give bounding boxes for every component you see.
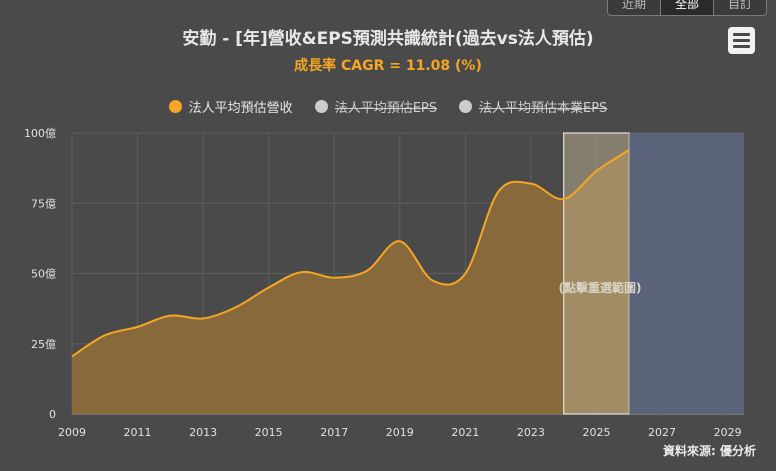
chart-legend: 法人平均預估營收 法人平均預估EPS 法人平均預估本業EPS	[0, 97, 776, 116]
legend-item-revenue[interactable]: 法人平均預估營收	[168, 97, 293, 116]
x-tick-label: 2011	[124, 426, 152, 439]
tab-custom[interactable]: 自訂	[727, 0, 752, 11]
legend-dot-icon	[168, 100, 182, 113]
x-tick-label: 2009	[58, 426, 86, 439]
legend-item-eps[interactable]: 法人平均預估EPS	[314, 97, 437, 116]
forecast-band	[563, 132, 630, 415]
series-area	[72, 149, 630, 415]
x-tick-label: 2025	[582, 426, 610, 439]
chart-title: 安勤 - [年]營收&EPS預測共識統計(過去vs法人預估)	[182, 29, 594, 49]
tab-recent[interactable]: 近期	[608, 0, 661, 15]
x-tick-label: 2027	[648, 426, 676, 439]
series-line	[71, 149, 630, 358]
x-tick-label: 2017	[320, 426, 348, 439]
range-tabs: 近期 全部 自訂	[607, 0, 767, 16]
tab-all[interactable]: 全部	[661, 0, 714, 15]
legend-dot-icon	[314, 100, 328, 113]
x-tick-label: 2021	[451, 426, 479, 439]
future-band	[629, 133, 744, 414]
legend-item-core-eps[interactable]: 法人平均預估本業EPS	[459, 97, 607, 116]
chart-subtitle: 成長率 CAGR = 11.08 (%)	[294, 58, 482, 74]
hamburger-menu-icon[interactable]	[728, 27, 755, 54]
data-source: 資料來源: 優分析	[663, 444, 756, 458]
y-tick-label: 25億	[31, 338, 56, 351]
y-tick-label: 0	[49, 408, 56, 421]
y-tick-label: 50億	[31, 268, 56, 281]
x-tick-label: 2013	[189, 426, 217, 439]
x-tick-label: 2029	[714, 426, 742, 439]
x-tick-label: 2023	[517, 426, 545, 439]
legend-label: 法人平均預估營收	[188, 101, 293, 116]
x-tick-label: 2015	[255, 426, 283, 439]
x-tick-label: 2019	[386, 426, 414, 439]
legend-label: 法人平均預估EPS	[334, 101, 437, 116]
y-tick-label: 75億	[31, 197, 56, 210]
band-hint-label: (點擊重選範圍)	[559, 280, 642, 295]
legend-dot-icon	[459, 100, 472, 113]
legend-label: 法人平均預估本業EPS	[479, 101, 608, 116]
y-tick-label: 100億	[24, 127, 56, 140]
